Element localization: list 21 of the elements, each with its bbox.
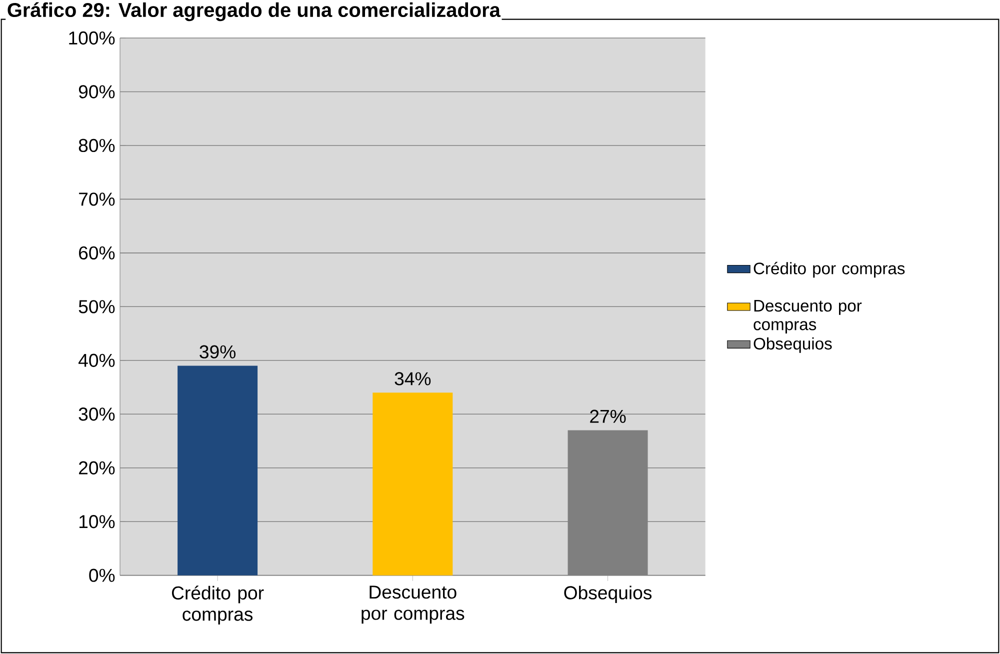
legend-label: Descuento por compras bbox=[754, 300, 862, 334]
y-tick-label: 100% bbox=[69, 31, 115, 45]
data-label: 27% bbox=[590, 410, 626, 423]
data-label: 39% bbox=[200, 345, 236, 358]
y-tick-label: 90% bbox=[78, 85, 115, 98]
y-tick-label: 20% bbox=[79, 461, 115, 474]
data-label: 34% bbox=[394, 372, 431, 386]
y-tick-label: 70% bbox=[79, 192, 115, 206]
legend-label: Crédito por compras bbox=[754, 262, 905, 278]
chart-title: Gráfico 29: Valor agregado de una comercializadora bbox=[8, 2, 501, 22]
y-tick-label: 30% bbox=[78, 408, 115, 421]
y-tick-label: 60% bbox=[79, 246, 115, 260]
x-tick-label: Crédito por compras bbox=[172, 586, 264, 624]
legend-label: Obsequios bbox=[754, 337, 832, 353]
x-tick-label: Obsequios bbox=[564, 586, 652, 604]
y-tick-label: 40% bbox=[78, 354, 115, 367]
y-tick-label: 0% bbox=[89, 568, 115, 582]
y-tick-label: 10% bbox=[80, 515, 115, 528]
y-tick-label: 80% bbox=[78, 138, 115, 152]
y-tick-label: 50% bbox=[78, 300, 115, 314]
x-tick-label: Descuento por compras bbox=[362, 586, 464, 624]
